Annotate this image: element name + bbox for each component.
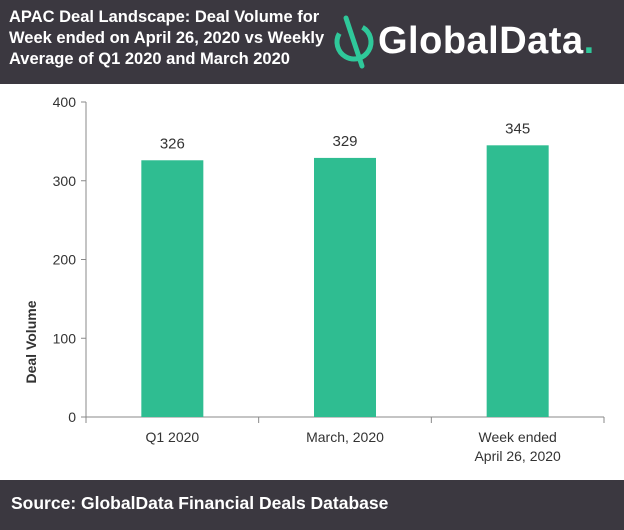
- globaldata-logo: GlobalData.: [332, 10, 622, 74]
- y-tick-label: 100: [53, 330, 77, 346]
- x-tick-label: Week ended: [478, 429, 556, 445]
- bars: 326 329 345: [141, 120, 549, 417]
- data-label: 326: [160, 135, 185, 152]
- y-tick-label: 200: [53, 252, 77, 268]
- y-tick-label: 300: [53, 173, 77, 189]
- data-label: 345: [505, 120, 530, 137]
- x-tick-label: April 26, 2020: [474, 448, 561, 464]
- chart-title: APAC Deal Landscape: Deal Volume for Wee…: [9, 7, 329, 70]
- y-axis-label: Deal Volume: [23, 300, 39, 383]
- chart-title-line-2: Week ended on April 26, 2020 vs Weekly: [9, 29, 325, 47]
- source-note: Source: GlobalData Financial Deals Datab…: [11, 493, 389, 513]
- y-axis: 0 100 200 300 400: [53, 94, 87, 425]
- globaldata-logo-text: GlobalData.: [378, 20, 595, 62]
- x-axis: Q1 2020 March, 2020 Week ended April 26, 20…: [85, 416, 605, 464]
- bar-chart: Deal Volume 0 100 200 300 400 Q1 2020 March, …: [23, 94, 605, 464]
- x-tick-label: Q1 2020: [145, 429, 199, 445]
- bar: [141, 160, 204, 417]
- data-label: 329: [332, 133, 357, 150]
- chart-title-line-1: APAC Deal Landscape: Deal Volume for: [9, 8, 320, 26]
- globaldata-logo-icon: [334, 15, 374, 69]
- bar: [486, 145, 549, 417]
- chart-area: Deal Volume 0 100 200 300 400 Q1 2020 March, …: [0, 84, 624, 478]
- footer-banner: Source: GlobalData Financial Deals Datab…: [0, 480, 624, 530]
- y-tick-label: 400: [53, 94, 77, 110]
- chart-title-line-3: Average of Q1 2020 and March 2020: [9, 50, 290, 68]
- y-tick-label: 0: [68, 409, 76, 425]
- x-tick-label: March, 2020: [306, 429, 384, 445]
- header-banner: APAC Deal Landscape: Deal Volume for Wee…: [0, 0, 624, 84]
- bar: [314, 157, 376, 417]
